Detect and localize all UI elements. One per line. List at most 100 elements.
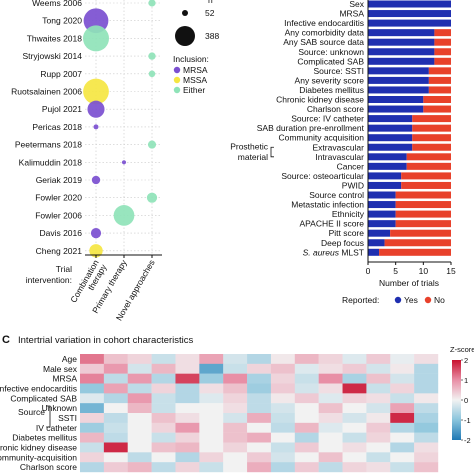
heatmap-cell [199, 403, 224, 414]
heatmap-cell [390, 462, 415, 473]
trial-label: Geriak 2019 [36, 175, 83, 185]
heatmap-cell [80, 363, 105, 374]
stack-category-label: Ethnicity [332, 209, 365, 219]
inclusion-swatch [173, 66, 181, 74]
trial-label: Rupp 2007 [40, 69, 82, 79]
stack-x-tick-label: 10 [419, 266, 429, 276]
trial-label: Ruotsalainen 2006 [11, 87, 82, 97]
heatmap-cell [342, 442, 367, 453]
heatmap-cell [390, 373, 415, 384]
stack-legend-no: No [434, 295, 445, 305]
heatmap-cell [342, 452, 367, 463]
heatmap-cell [247, 393, 272, 404]
heatmap-cell [342, 363, 367, 374]
heatmap-cells [80, 354, 439, 473]
bubble-trial-labels: Weems 2006 Tong 2020 Thwaites 2018 Stryjows… [11, 0, 82, 256]
heatmap-source-bracket: Source [18, 405, 51, 428]
heatmap-cell [342, 403, 367, 414]
heatmap-cell [151, 432, 176, 443]
stack-legend-title: Reported: [342, 295, 379, 305]
heatmap-row-label: IV catheter [36, 423, 77, 433]
stack-category-label: Community acquisition [278, 133, 364, 143]
heatmap-cell [199, 422, 224, 433]
heatmap-row-label: Chronic kidney disease [0, 442, 77, 452]
bubble-point [87, 100, 105, 118]
heatmap-cell [366, 354, 391, 365]
heatmap-cell [270, 422, 295, 433]
bar-no [395, 210, 451, 218]
heatmap-cell [414, 403, 439, 414]
stack-category-label: Source: SSTI [313, 66, 364, 76]
bubble-point [91, 175, 101, 185]
stack-category-label: Pitt score [329, 228, 365, 238]
bar-yes [368, 38, 435, 46]
heatmap-cell [247, 442, 272, 453]
size-legend-large-bubble [175, 26, 195, 46]
heatmap-cell [223, 393, 248, 404]
stack-x-label: Number of trials [379, 278, 439, 288]
heatmap-cell [199, 373, 224, 384]
heatmap-row-label: Complicated SAB [10, 393, 77, 403]
bar-no [423, 96, 451, 103]
stack-legend-yes-dot [394, 296, 402, 304]
bar-no [412, 124, 451, 132]
heatmap-cell [127, 373, 152, 384]
bar-no [434, 48, 451, 56]
heatmap-cell [175, 383, 200, 394]
stack-category-label: Source control [309, 190, 364, 200]
heatmap-cell [127, 422, 152, 433]
heatmap-cell [390, 422, 415, 433]
bar-yes [368, 248, 380, 256]
bar-yes [368, 86, 429, 94]
trial-label: Kalimuddin 2018 [19, 157, 83, 167]
stack-legend-no-dot [424, 296, 432, 304]
heatmap-cell [80, 354, 105, 365]
heatmap-cell [80, 403, 105, 414]
heatmap-row-label: Male sex [43, 364, 78, 374]
heatmap-row-label: Charlson score [20, 462, 77, 472]
inclusion-swatch [173, 86, 181, 94]
trial-label: Weems 2006 [32, 0, 82, 8]
heatmap-cell [127, 403, 152, 414]
stack-x-ticks: 0 5 10 15 [366, 262, 456, 276]
colorbar-tick-label: 0 [464, 396, 468, 405]
bar-yes [368, 57, 435, 65]
colorbar-tick-label: 1 [464, 376, 468, 385]
bubble-point [83, 25, 109, 52]
heatmap-cell [270, 373, 295, 384]
heatmap-cell [366, 383, 391, 394]
colorbar-title: Z-score [450, 345, 474, 354]
stack-category-label: Source: IV catheter [291, 114, 364, 124]
trial-label: Fowler 2006 [35, 210, 82, 220]
heatmap-cell [247, 432, 272, 443]
heatmap-cell [175, 373, 200, 384]
trial-label: Thwaites 2018 [27, 33, 83, 43]
heatmap-cell [151, 442, 176, 453]
trial-label: Stryjowski 2014 [22, 51, 82, 61]
bar-no [434, 38, 451, 46]
stack-category-label: Any SAB source data [283, 37, 364, 47]
heatmap-cell [366, 363, 391, 374]
heatmap-cell [318, 373, 343, 384]
heatmap-cell [342, 462, 367, 473]
colorbar-ticks: 2 1 0 -1 -2 [461, 356, 471, 445]
heatmap-cell [318, 442, 343, 453]
stack-category-label: Metastatic infection [291, 200, 364, 210]
heatmap-cell [247, 462, 272, 473]
heatmap-cell [151, 422, 176, 433]
heatmap-cell [103, 452, 128, 463]
bubble-point [83, 8, 109, 34]
heatmap-cell [318, 452, 343, 463]
heatmap-cell [294, 452, 319, 463]
heatmap-cell [342, 383, 367, 394]
heatmap-cell [294, 354, 319, 365]
heatmap-cell [247, 363, 272, 374]
bar-yes [368, 162, 407, 170]
heatmap-cell [151, 452, 176, 463]
source-group-label: Source [18, 407, 45, 417]
bar-yes [368, 29, 435, 37]
heatmap-cell [390, 442, 415, 453]
